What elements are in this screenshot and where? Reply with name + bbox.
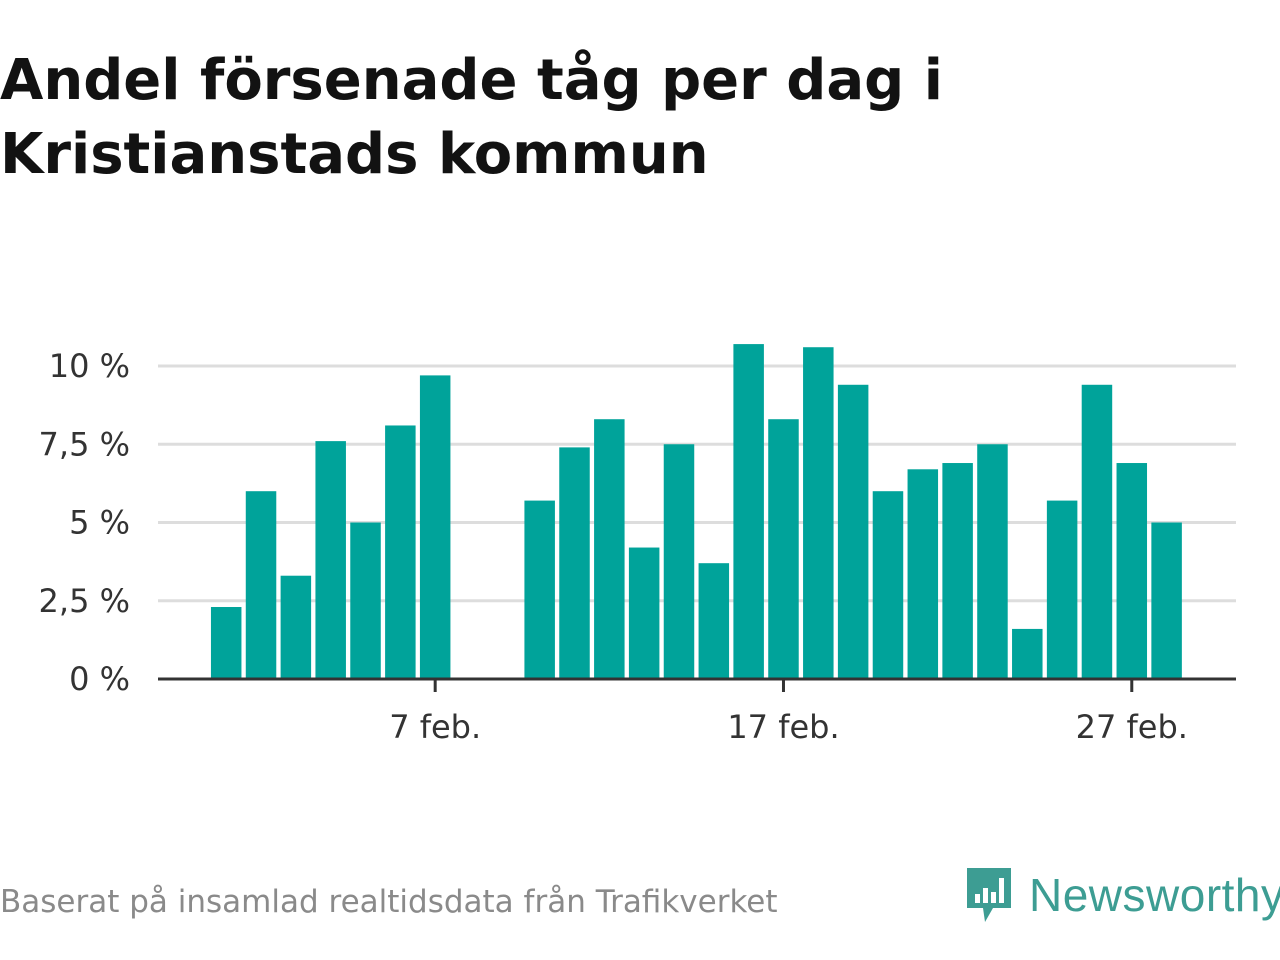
bar (837, 384, 869, 679)
bar (210, 607, 242, 679)
bar (803, 347, 834, 679)
bar (419, 375, 451, 679)
bar (594, 419, 625, 679)
y-tick-label: 10 % (49, 347, 130, 385)
bar (350, 522, 381, 679)
bar (628, 547, 660, 679)
bar (977, 444, 1008, 679)
x-tick-label: 7 feb. (389, 708, 481, 746)
bar (907, 469, 939, 679)
bar (698, 563, 730, 679)
bar (280, 575, 312, 679)
bar (385, 425, 416, 679)
bar (1046, 500, 1078, 679)
x-tick-label: 27 feb. (1076, 708, 1188, 746)
bar (245, 491, 277, 679)
y-axis-labels: 0 % 2,5 % 5 % 7,5 % 10 % (39, 347, 130, 698)
y-tick-label: 2,5 % (39, 582, 130, 620)
bar (768, 419, 799, 679)
y-tick-label: 7,5 % (39, 425, 130, 463)
x-tick-label: 17 feb. (727, 708, 839, 746)
y-tick-label: 0 % (69, 660, 130, 698)
brand-name: Newsworthy (1029, 869, 1280, 921)
source-note: Baserat på insamlad realtidsdata från Tr… (0, 884, 778, 920)
bar (872, 491, 904, 679)
x-axis: 7 feb. 17 feb. 27 feb. (158, 677, 1236, 746)
bar (1081, 384, 1113, 679)
newsworthy-logo-icon (967, 868, 1011, 922)
y-tick-label: 5 % (69, 504, 130, 542)
bar (524, 500, 555, 679)
bar (559, 447, 590, 679)
bars (210, 344, 1182, 679)
brand-logo: Newsworthy (963, 862, 1280, 928)
bar (1116, 463, 1148, 679)
bar (315, 441, 346, 679)
bar (733, 344, 764, 679)
bar (663, 444, 695, 679)
bar (942, 463, 973, 679)
bar (1151, 522, 1182, 679)
bar (1012, 628, 1043, 679)
page-title: Andel försenade tåg per dag i Kristianst… (0, 48, 943, 187)
